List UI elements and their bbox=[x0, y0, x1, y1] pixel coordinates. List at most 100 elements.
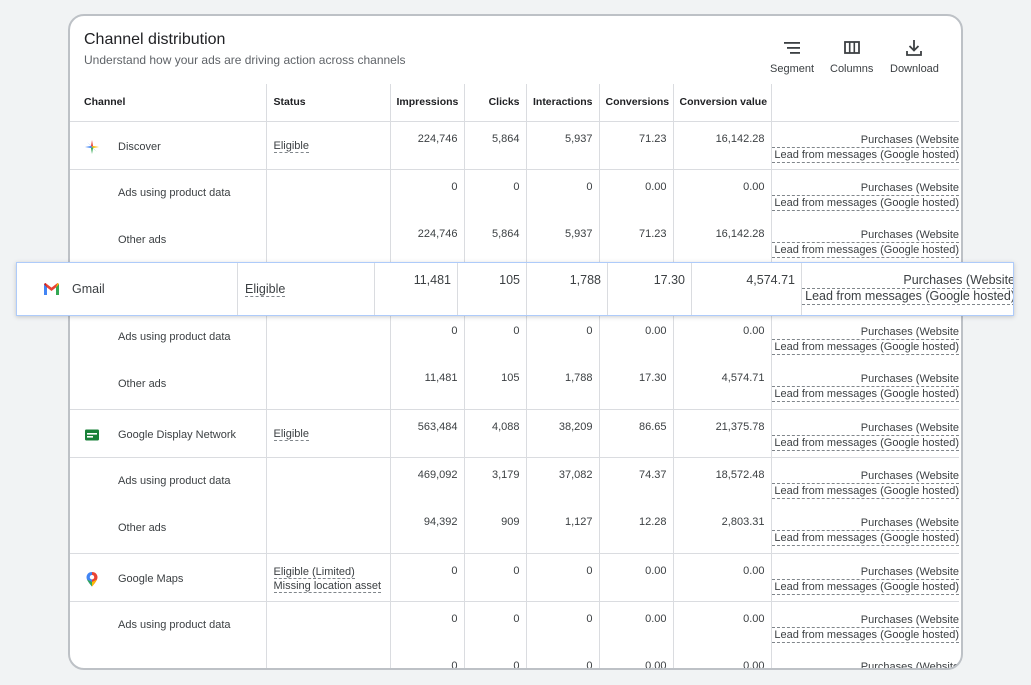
conversion-action-lead[interactable]: Lead from messages (Google hosted) bbox=[771, 484, 959, 499]
conversion-action-lead[interactable]: Lead from messages (Google hosted) bbox=[771, 340, 959, 355]
conversion-action-lead[interactable]: Lead from messages (Google hosted) bbox=[771, 580, 959, 595]
conversion-action-lead[interactable]: Lead from messages (Google hosted) bbox=[771, 148, 959, 163]
conversion-action-purchases[interactable]: Purchases (Website bbox=[771, 181, 959, 196]
conversion-actions-cell: Purchases (Website Lead from messages (G… bbox=[771, 313, 959, 361]
clicks-cell: 105 bbox=[464, 361, 527, 410]
conversion-value-cell: 4,574.71 bbox=[673, 361, 772, 410]
conversion-action-purchases[interactable]: Purchases (Website bbox=[771, 469, 959, 484]
conversion-actions-cell: Purchases (Website Lead from messages (G… bbox=[771, 121, 959, 170]
table-row-display-product-data[interactable]: Ads using product data 469,092 3,179 37,… bbox=[70, 457, 959, 505]
table-row-display-network[interactable]: Google Display Network Eligible 563,484 … bbox=[70, 409, 959, 458]
table-row-maps-product-data[interactable]: Ads using product data 0 0 0 0.00 0.00 P… bbox=[70, 601, 959, 649]
conversion-action-lead[interactable]: Lead from messages (Google hosted) bbox=[771, 243, 959, 258]
column-header-interactions[interactable]: Interactions bbox=[526, 84, 600, 122]
conversion-actions-cell: Purchases (Website Lead from messages (G… bbox=[802, 263, 1013, 315]
conversion-action-purchases[interactable]: Purchases (Website bbox=[802, 273, 1013, 289]
conversion-value-cell: 0.00 bbox=[673, 649, 772, 668]
status-cell: Eligible bbox=[238, 263, 375, 315]
table-row-maps-partial[interactable]: 0 0 0 0.00 0.00 Purchases (Website bbox=[70, 649, 959, 668]
status-cell: Eligible bbox=[266, 121, 391, 170]
channel-cell: Other ads bbox=[70, 505, 267, 554]
clicks-cell: 0 bbox=[464, 169, 527, 217]
channel-cell: Ads using product data bbox=[70, 457, 267, 505]
column-header-impressions[interactable]: Impressions bbox=[390, 84, 465, 122]
interactions-cell: 0 bbox=[526, 649, 600, 668]
interactions-cell: 0 bbox=[526, 169, 600, 217]
channel-cell: Gmail bbox=[17, 263, 238, 315]
conversion-action-lead[interactable]: Lead from messages (Google hosted) bbox=[771, 387, 959, 402]
channel-table-container: Channel Status Impressions Clicks Intera… bbox=[70, 84, 959, 668]
clicks-cell: 0 bbox=[464, 601, 527, 649]
conversion-action-lead[interactable]: Lead from messages (Google hosted) bbox=[771, 436, 959, 451]
interactions-cell: 37,082 bbox=[526, 457, 600, 505]
channel-cell: Discover bbox=[70, 121, 267, 170]
conversion-value-cell: 2,803.31 bbox=[673, 505, 772, 554]
clicks-cell: 105 bbox=[458, 263, 527, 315]
column-header-clicks[interactable]: Clicks bbox=[464, 84, 527, 122]
status-cell bbox=[266, 649, 391, 668]
conversion-action-purchases[interactable]: Purchases (Website bbox=[771, 516, 959, 531]
conversions-cell: 71.23 bbox=[599, 121, 674, 170]
clicks-cell: 0 bbox=[464, 649, 527, 668]
gmail-icon bbox=[44, 283, 59, 295]
conversion-action-purchases[interactable]: Purchases (Website bbox=[771, 372, 959, 387]
conversions-cell: 0.00 bbox=[599, 313, 674, 361]
conversion-action-purchases[interactable]: Purchases (Website bbox=[771, 325, 959, 340]
status-value[interactable]: Eligible bbox=[273, 139, 309, 153]
impressions-cell: 0 bbox=[390, 553, 465, 602]
conversion-action-lead[interactable]: Lead from messages (Google hosted) bbox=[802, 289, 1013, 305]
segment-button[interactable]: Segment bbox=[770, 38, 814, 75]
conversion-action-purchases[interactable]: Purchases (Website bbox=[771, 565, 959, 580]
table-row-discover[interactable]: Discover Eligible 224,746 5,864 5,937 71… bbox=[70, 121, 959, 170]
channel-name: Gmail bbox=[72, 282, 105, 296]
conversion-action-purchases[interactable]: Purchases (Website bbox=[771, 133, 959, 148]
status-cell: Eligible (Limited) Missing location asse… bbox=[266, 553, 391, 602]
column-header-conversion-value[interactable]: Conversion value bbox=[673, 84, 772, 122]
status-detail[interactable]: Missing location asset bbox=[273, 579, 382, 593]
conversion-actions-cell: Purchases (Website Lead from messages (G… bbox=[771, 457, 959, 505]
download-icon bbox=[906, 40, 923, 56]
conversion-value-cell: 4,574.71 bbox=[692, 263, 802, 315]
columns-button[interactable]: Columns bbox=[830, 38, 873, 75]
table-row-discover-product-data[interactable]: Ads using product data 0 0 0 0.00 0.00 P… bbox=[70, 169, 959, 217]
clicks-cell: 0 bbox=[464, 553, 527, 602]
interactions-cell: 0 bbox=[526, 313, 600, 361]
impressions-cell: 224,746 bbox=[390, 217, 465, 266]
status-cell bbox=[266, 601, 391, 649]
conversion-actions-cell: Purchases (Website Lead from messages (G… bbox=[771, 505, 959, 554]
column-header-channel[interactable]: Channel bbox=[70, 84, 267, 122]
table-row-display-other-ads[interactable]: Other ads 94,392 909 1,127 12.28 2,803.3… bbox=[70, 505, 959, 554]
download-button[interactable]: Download bbox=[890, 38, 939, 75]
status-value[interactable]: Eligible bbox=[245, 282, 286, 297]
conversion-action-lead[interactable]: Lead from messages (Google hosted) bbox=[771, 531, 959, 546]
interactions-cell: 1,788 bbox=[527, 263, 608, 315]
channel-cell: Ads using product data bbox=[70, 169, 267, 217]
conversion-action-purchases[interactable]: Purchases (Website bbox=[772, 660, 959, 668]
status-value[interactable]: Eligible bbox=[273, 427, 309, 441]
conversions-cell: 12.28 bbox=[599, 505, 674, 554]
column-header-conversions[interactable]: Conversions bbox=[599, 84, 674, 122]
conversion-value-cell: 21,375.78 bbox=[673, 409, 772, 458]
conversions-cell: 0.00 bbox=[599, 649, 674, 668]
table-row-gmail-product-data[interactable]: Ads using product data 0 0 0 0.00 0.00 P… bbox=[70, 313, 959, 361]
clicks-cell: 5,864 bbox=[464, 121, 527, 170]
table-row-discover-other-ads[interactable]: Other ads 224,746 5,864 5,937 71.23 16,1… bbox=[70, 217, 959, 266]
conversion-action-purchases[interactable]: Purchases (Website bbox=[771, 228, 959, 243]
conversion-action-lead[interactable]: Lead from messages (Google hosted) bbox=[771, 628, 959, 643]
status-cell: Eligible bbox=[266, 409, 391, 458]
impressions-cell: 0 bbox=[390, 649, 465, 668]
channel-cell: Ads using product data bbox=[70, 313, 267, 361]
conversion-value-cell: 0.00 bbox=[673, 169, 772, 217]
conversion-action-lead[interactable]: Lead from messages (Google hosted) bbox=[771, 196, 959, 211]
conversion-action-purchases[interactable]: Purchases (Website bbox=[771, 421, 959, 436]
columns-icon bbox=[843, 41, 860, 54]
status-cell bbox=[266, 217, 391, 266]
table-header-row: Channel Status Impressions Clicks Intera… bbox=[70, 84, 959, 122]
table-row-gmail-other-ads[interactable]: Other ads 11,481 105 1,788 17.30 4,574.7… bbox=[70, 361, 959, 410]
status-value[interactable]: Eligible (Limited) bbox=[273, 565, 355, 579]
table-row-google-maps[interactable]: Google Maps Eligible (Limited) Missing l… bbox=[70, 553, 959, 602]
conversion-value-cell: 0.00 bbox=[673, 553, 772, 602]
conversion-action-purchases[interactable]: Purchases (Website bbox=[771, 613, 959, 628]
column-header-status[interactable]: Status bbox=[266, 84, 391, 122]
highlighted-row-gmail[interactable]: Gmail Eligible 11,481 105 1,788 17.30 4,… bbox=[16, 262, 1014, 316]
